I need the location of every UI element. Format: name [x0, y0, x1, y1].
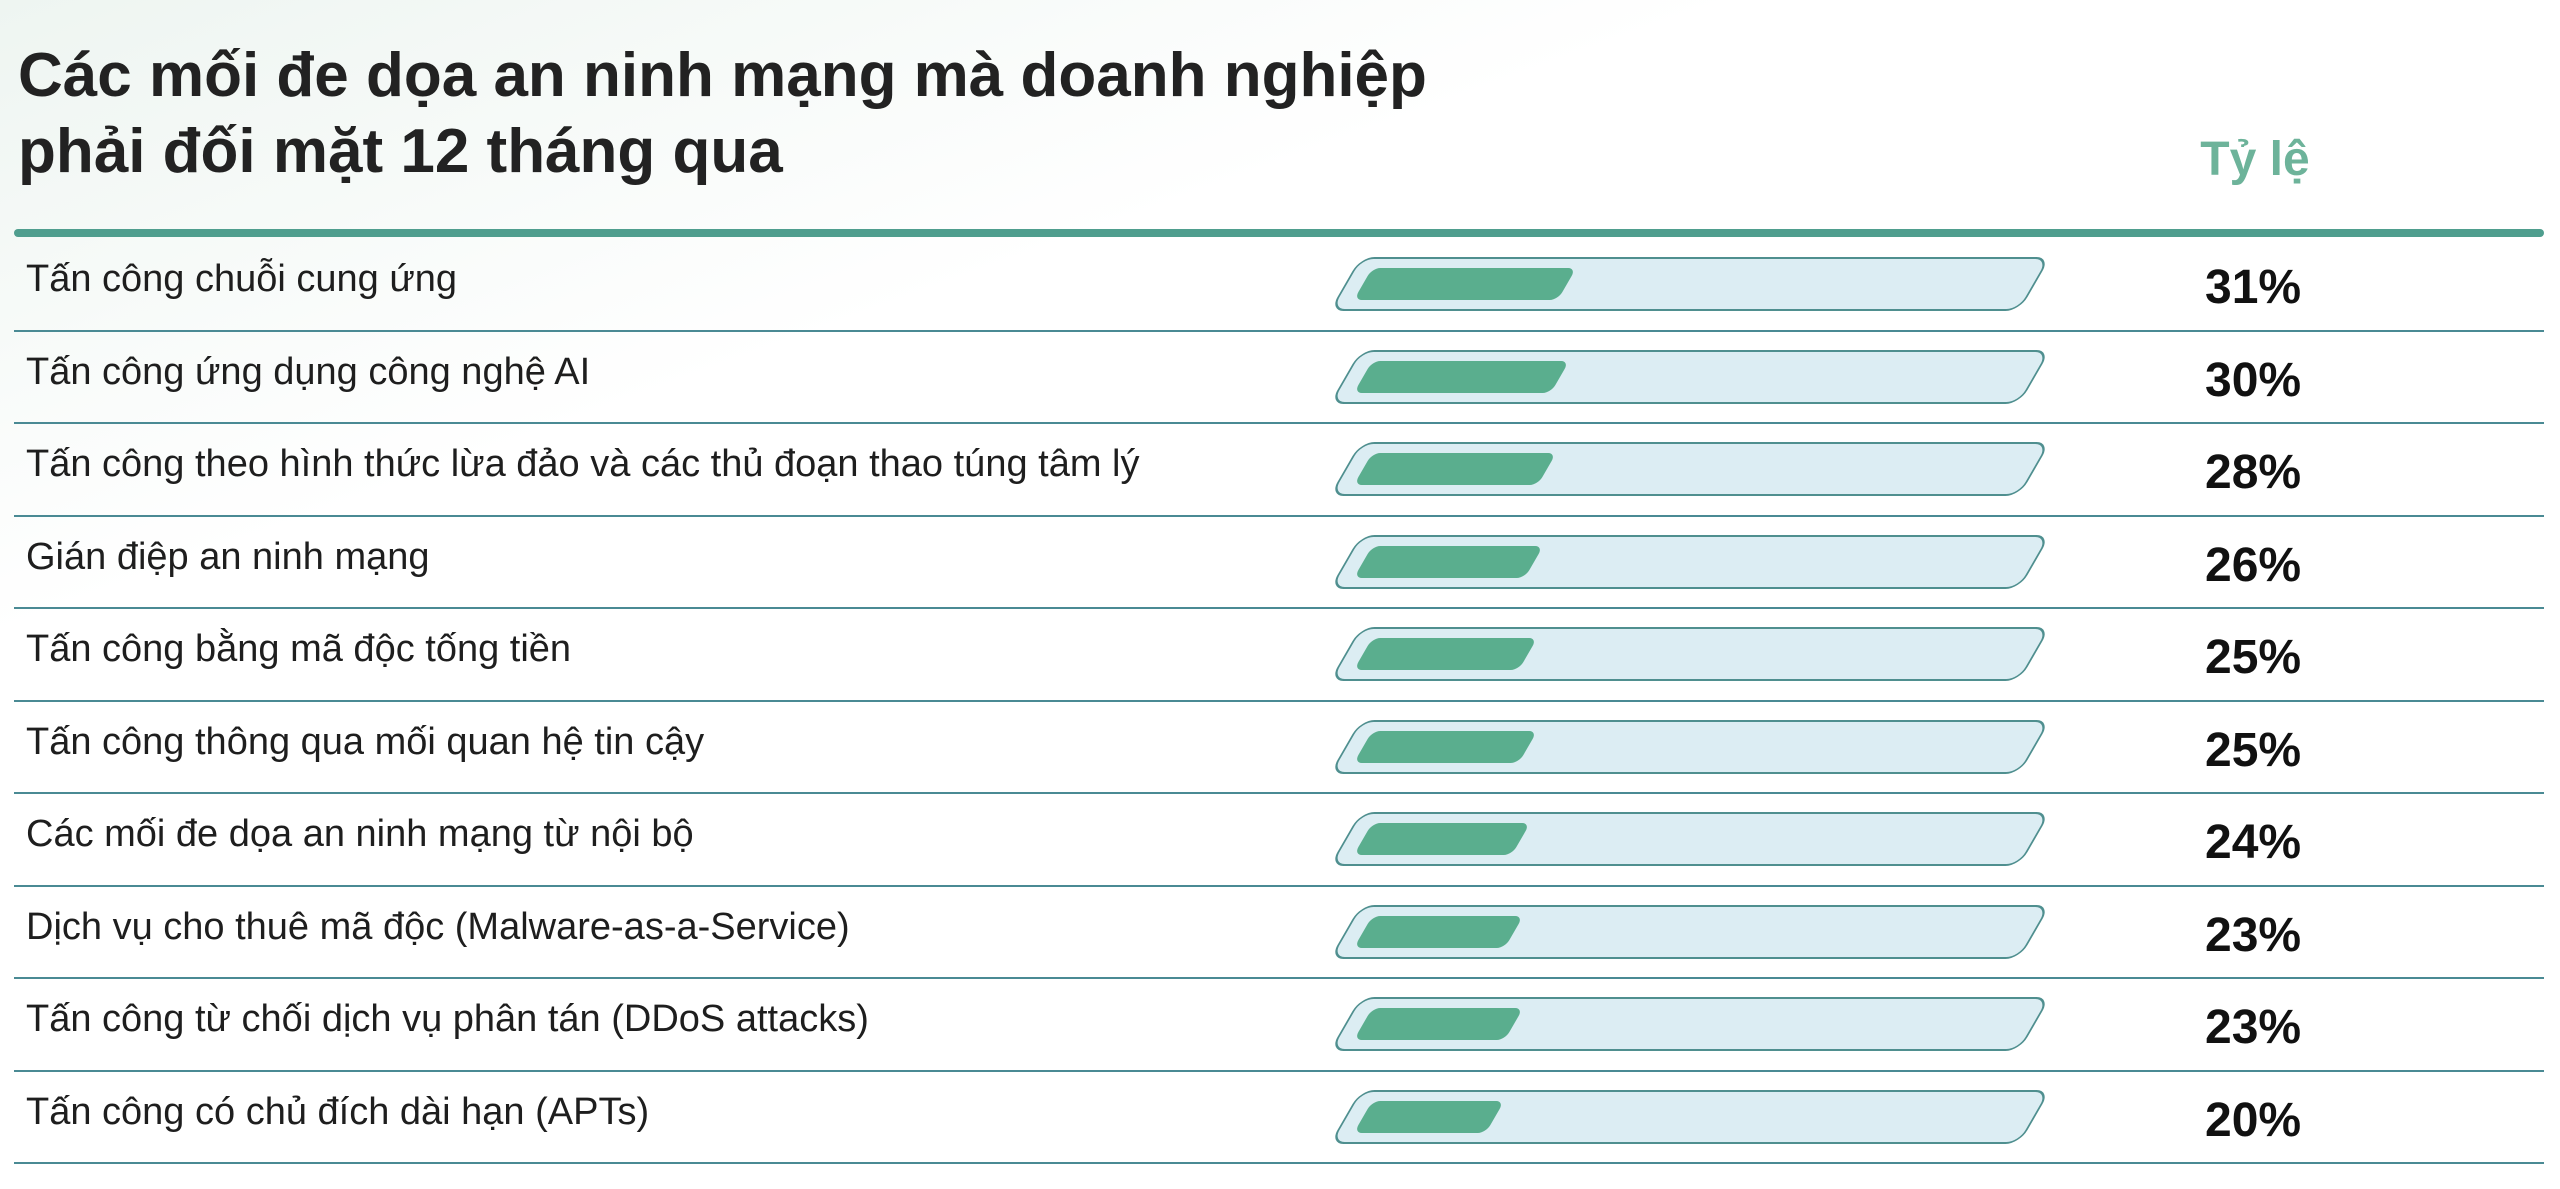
row-separator: [14, 1069, 2544, 1072]
row-separator: [14, 514, 2544, 517]
value-label: 25%: [2205, 723, 2302, 777]
category-label: Tấn công theo hình thức lừa đảo và các t…: [26, 443, 1140, 486]
value-label: 24%: [2205, 816, 2302, 870]
row-separator: [14, 1162, 2544, 1164]
value-label: 28%: [2205, 446, 2302, 500]
value-label: 20%: [2205, 1093, 2302, 1147]
category-label: Tấn công ứng dụng công nghệ AI: [26, 350, 591, 393]
row-separator: [14, 699, 2544, 702]
category-label: Tấn công chuỗi cung ứng: [26, 258, 458, 301]
bar: [1353, 1008, 1524, 1041]
bar-track: [1329, 904, 2051, 959]
bar-track: [1329, 997, 2051, 1052]
category-label: Tấn công có chủ đích dài hạn (APTs): [26, 1090, 650, 1133]
bar-track: [1329, 257, 2051, 312]
header-rule: [14, 229, 2544, 237]
bar-track: [1329, 1089, 2051, 1144]
bar-track: [1329, 349, 2051, 404]
bar: [1353, 268, 1577, 301]
bar: [1353, 545, 1544, 578]
category-label: Tấn công từ chối dịch vụ phân tán (DDoS …: [26, 998, 869, 1041]
row-separator: [14, 884, 2544, 887]
bar-track: [1329, 812, 2051, 867]
row-separator: [14, 329, 2544, 332]
bar: [1353, 730, 1537, 763]
category-label: Dịch vụ cho thuê mã độc (Malware-as-a-Se…: [26, 905, 850, 948]
row-separator: [14, 422, 2544, 424]
row-separator: [14, 977, 2544, 979]
row-separator: [14, 792, 2544, 794]
value-label: 26%: [2205, 538, 2302, 592]
row-separator: [14, 607, 2544, 609]
bar: [1353, 453, 1557, 486]
category-label: Tấn công thông qua mối quan hệ tin cậy: [26, 720, 705, 763]
bar-track: [1329, 719, 2051, 774]
bar-track: [1329, 442, 2051, 497]
value-label: 25%: [2205, 631, 2302, 685]
bar: [1353, 1100, 1504, 1133]
value-label: 23%: [2205, 1001, 2302, 1055]
category-label: Tấn công bằng mã độc tống tiền: [26, 628, 572, 671]
value-label: 23%: [2205, 908, 2302, 962]
category-label: Các mối đe dọa an ninh mạng từ nội bộ: [26, 813, 694, 856]
bar-track: [1329, 627, 2051, 682]
bar: [1353, 638, 1537, 671]
category-label: Gián điệp an ninh mạng: [26, 535, 430, 578]
column-header: Tỷ lệ: [2200, 133, 2310, 186]
value-label: 31%: [2205, 261, 2302, 315]
bar-track: [1329, 534, 2051, 589]
chart-title: Các mối đe dọa an ninh mạng mà doanh ngh…: [18, 41, 1427, 186]
bar: [1353, 915, 1524, 948]
value-label: 30%: [2205, 353, 2302, 407]
bar: [1353, 823, 1531, 856]
bar: [1353, 360, 1570, 393]
